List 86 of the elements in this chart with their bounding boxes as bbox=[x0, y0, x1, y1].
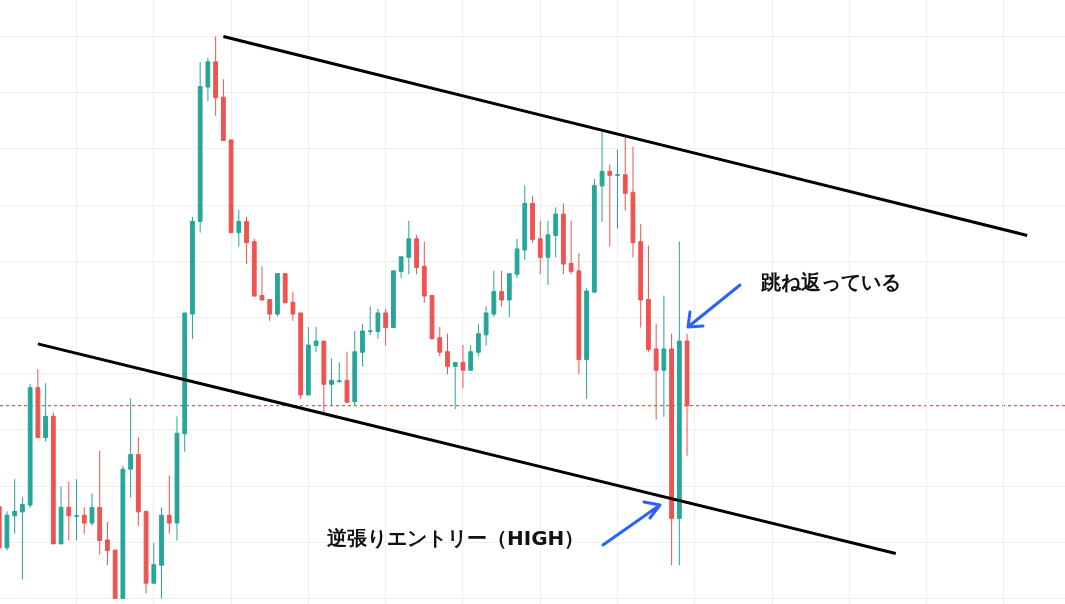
candlestick bbox=[437, 326, 443, 357]
candlestick bbox=[58, 486, 64, 545]
candlestick bbox=[383, 308, 389, 347]
candlestick bbox=[290, 291, 296, 322]
candlestick bbox=[506, 273, 512, 318]
candlestick bbox=[205, 57, 211, 102]
candlestick bbox=[336, 361, 342, 384]
candlestick bbox=[197, 61, 203, 234]
candlestick bbox=[97, 450, 103, 556]
candlestick bbox=[599, 131, 605, 223]
candlestick bbox=[151, 542, 157, 584]
candlestick bbox=[112, 549, 118, 599]
candlestick bbox=[375, 308, 381, 340]
candlestick bbox=[128, 397, 134, 499]
candlestick bbox=[166, 474, 172, 535]
candlestick bbox=[530, 195, 535, 244]
candlestick bbox=[468, 344, 474, 371]
candlestick bbox=[74, 478, 79, 542]
candlestick bbox=[182, 312, 188, 453]
candlestick bbox=[251, 238, 257, 297]
candlestick bbox=[105, 521, 110, 566]
candlestick bbox=[514, 238, 520, 279]
candlestick bbox=[576, 252, 582, 375]
candlestick bbox=[661, 295, 667, 418]
candlestick bbox=[4, 510, 10, 552]
candlestick bbox=[452, 361, 458, 410]
candlestick bbox=[630, 146, 636, 258]
candlestick bbox=[545, 220, 551, 286]
candlestick bbox=[390, 270, 396, 329]
candlestick bbox=[414, 234, 419, 275]
candlestick bbox=[522, 184, 528, 261]
candlestick bbox=[159, 506, 164, 599]
candlestick bbox=[445, 333, 450, 375]
candlestick bbox=[360, 323, 365, 367]
candlestick bbox=[483, 305, 489, 347]
candlestick bbox=[537, 220, 543, 275]
candlestick bbox=[50, 411, 56, 545]
candlestick bbox=[406, 220, 412, 275]
candlestick bbox=[584, 287, 589, 400]
candlestick bbox=[329, 357, 334, 407]
candlestick bbox=[20, 496, 25, 580]
candlestick bbox=[236, 209, 242, 248]
candlestick bbox=[352, 330, 358, 407]
candlestick bbox=[305, 326, 311, 396]
candlestick bbox=[120, 465, 126, 599]
candlestick bbox=[591, 178, 597, 293]
candlestick bbox=[367, 305, 373, 336]
candlestick bbox=[244, 216, 249, 265]
candlestick bbox=[615, 148, 620, 230]
candlestick bbox=[398, 256, 404, 279]
candlestick bbox=[676, 241, 682, 566]
candlestick bbox=[27, 383, 33, 509]
annotation: 逆張りエントリー（HIGH） bbox=[326, 526, 585, 550]
candlestick bbox=[476, 323, 481, 357]
candlestick bbox=[81, 506, 87, 535]
candlestick bbox=[553, 206, 559, 258]
candlestick bbox=[460, 344, 466, 389]
candlestick bbox=[568, 220, 574, 275]
candlestick bbox=[282, 273, 288, 304]
candlestick bbox=[491, 270, 497, 318]
candlestick bbox=[89, 492, 95, 527]
candlestick bbox=[561, 202, 566, 275]
candlestick bbox=[43, 382, 48, 443]
candlestick bbox=[267, 298, 273, 322]
candlestick bbox=[646, 245, 651, 353]
candlestick bbox=[275, 273, 280, 317]
candlestick bbox=[429, 295, 435, 340]
candlestick bbox=[607, 164, 613, 248]
candlestick bbox=[344, 351, 350, 403]
annotation: 跳ね返っている bbox=[760, 270, 901, 294]
candlestick bbox=[298, 312, 304, 400]
candlestick bbox=[228, 139, 234, 234]
candlestick bbox=[499, 270, 504, 308]
candlestick bbox=[213, 36, 219, 117]
candlestick bbox=[259, 265, 265, 301]
candlestick bbox=[313, 326, 319, 353]
candlestick bbox=[421, 241, 427, 304]
candlestick bbox=[638, 223, 644, 329]
candlestick bbox=[220, 78, 226, 141]
candlestick bbox=[12, 478, 18, 535]
candlestick bbox=[35, 368, 41, 439]
candlestick bbox=[174, 415, 180, 542]
candlestick bbox=[66, 481, 72, 542]
candlestick bbox=[190, 216, 195, 340]
candlestick bbox=[143, 510, 149, 594]
candlestick bbox=[135, 436, 141, 527]
